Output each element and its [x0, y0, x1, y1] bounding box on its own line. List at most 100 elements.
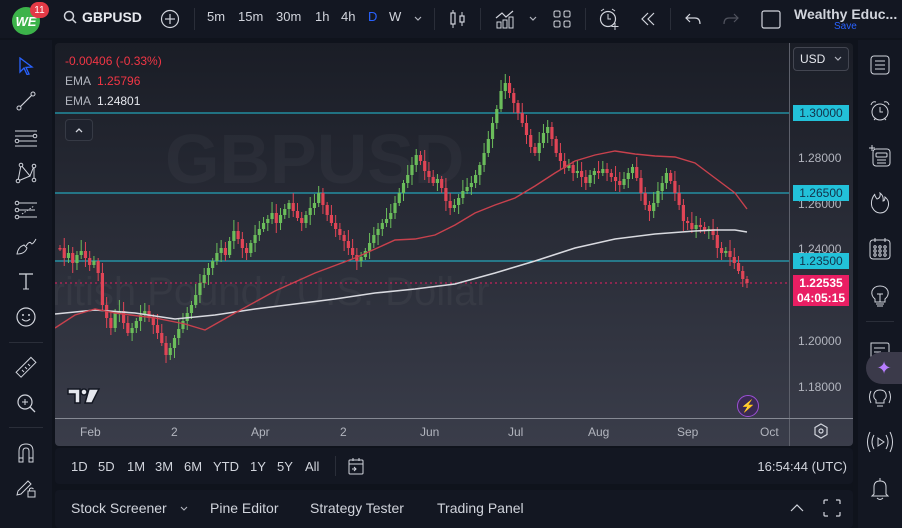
lightning-button[interactable]: ⚡: [737, 395, 759, 417]
trend-line-tool[interactable]: [13, 88, 39, 114]
cursor-tool[interactable]: [13, 53, 39, 79]
ai-assistant-button[interactable]: ✦: [866, 352, 902, 384]
clock-timezone[interactable]: 16:54:44 (UTC): [757, 459, 847, 474]
time-tick: Feb: [80, 425, 101, 439]
range-1m[interactable]: 1M: [127, 459, 146, 474]
replay-icon[interactable]: [639, 11, 657, 27]
range-all[interactable]: All: [305, 459, 320, 474]
watchlist-button[interactable]: [867, 52, 893, 78]
add-to-watchlist-button[interactable]: [867, 143, 893, 169]
price-axis-border: [789, 43, 790, 446]
ideas-button[interactable]: [867, 283, 893, 309]
level-label[interactable]: 1.26500: [793, 185, 849, 201]
range-1d[interactable]: 1D: [71, 459, 88, 474]
chevron-up-icon[interactable]: [789, 502, 805, 514]
range-6m[interactable]: 6M: [184, 459, 203, 474]
range-5d[interactable]: 5D: [98, 459, 115, 474]
tab-strategy-tester[interactable]: Strategy Tester: [310, 500, 404, 516]
range-1y[interactable]: 1Y: [250, 459, 266, 474]
tab-stock-screener[interactable]: Stock Screener: [71, 500, 167, 516]
horizontal-lines-icon: [14, 130, 38, 147]
add-symbol-icon[interactable]: [160, 9, 180, 29]
current-price-label: 1.22535 04:05:15: [793, 275, 849, 306]
chevron-down-icon[interactable]: [180, 506, 188, 512]
emoji-tool[interactable]: [13, 304, 39, 330]
legend-collapse-button[interactable]: [65, 119, 93, 141]
alerts-button[interactable]: [867, 98, 893, 124]
save-button[interactable]: Save: [834, 21, 857, 32]
flame-icon: [870, 191, 890, 214]
live-stream-button[interactable]: [867, 429, 893, 455]
cursor-icon: [19, 57, 34, 75]
search-icon: [63, 10, 77, 24]
chart-legend: -0.00406 (-0.33%) EMA 1.25796 EMA 1.24801: [65, 51, 162, 111]
undo-icon[interactable]: [684, 11, 702, 27]
bell-icon: [870, 478, 890, 500]
notification-badge: 11: [30, 2, 49, 18]
zoom-tool[interactable]: [13, 390, 39, 416]
streams-button[interactable]: [867, 385, 893, 411]
layouts-icon[interactable]: [553, 10, 571, 28]
ema-slow-line: [55, 229, 748, 320]
level-label[interactable]: 1.30000: [793, 105, 849, 121]
interval-w[interactable]: W: [389, 9, 402, 24]
ruler-tool[interactable]: [13, 355, 39, 381]
candles: [58, 74, 749, 363]
fib-icon: [14, 200, 37, 220]
chart-settings-icon[interactable]: [813, 423, 829, 439]
brush-tool[interactable]: [13, 233, 39, 259]
lock-drawings-tool[interactable]: [13, 475, 39, 501]
time-tick: Sep: [677, 425, 699, 439]
zoom-in-icon: [17, 394, 36, 413]
chevron-down-icon: [834, 56, 842, 61]
notifications-button[interactable]: [867, 476, 893, 502]
magnet-tool[interactable]: [13, 440, 39, 466]
price-chart[interactable]: GBPUSD British Pound / U.S. Dollar: [55, 43, 789, 418]
tradingview-logo[interactable]: [67, 387, 101, 405]
calendar-button[interactable]: [867, 236, 893, 262]
hotlists-button[interactable]: [867, 190, 893, 216]
magnet-icon: [18, 443, 34, 463]
alert-add-icon[interactable]: [598, 7, 620, 31]
interval-5m[interactable]: 5m: [207, 9, 226, 24]
pattern-icon: [15, 162, 37, 184]
interval-4h[interactable]: 4h: [341, 9, 356, 24]
text-tool[interactable]: [13, 268, 39, 294]
right-sidebar: [858, 40, 902, 528]
currency-select[interactable]: USD: [793, 47, 849, 71]
chevron-down-icon[interactable]: [413, 15, 423, 23]
add-list-icon: [869, 145, 891, 167]
goto-date-icon[interactable]: [346, 456, 366, 476]
range-ytd[interactable]: YTD: [213, 459, 239, 474]
tab-pine-editor[interactable]: Pine Editor: [210, 500, 279, 516]
interval-30m[interactable]: 30m: [276, 9, 302, 24]
range-5y[interactable]: 5Y: [277, 459, 293, 474]
interval-15m[interactable]: 15m: [238, 9, 264, 24]
ema-slow-legend[interactable]: EMA 1.24801: [65, 94, 141, 108]
redo-icon[interactable]: [722, 11, 740, 27]
range-3m[interactable]: 3M: [155, 459, 174, 474]
fullscreen-icon[interactable]: [761, 10, 781, 29]
account-name[interactable]: Wealthy Educ...: [794, 6, 898, 22]
indicators-icon[interactable]: [494, 8, 516, 30]
candles-icon[interactable]: [449, 9, 467, 29]
divider: [866, 321, 894, 322]
maximize-panel-icon[interactable]: [823, 499, 841, 517]
level-label[interactable]: 1.23500: [793, 253, 849, 269]
chevron-down-icon[interactable]: [528, 15, 538, 23]
alarm-clock-icon: [870, 101, 890, 121]
interval-d[interactable]: D: [368, 9, 378, 24]
ema-fast-legend[interactable]: EMA 1.25796: [65, 74, 141, 88]
text-icon: [19, 273, 33, 290]
chevron-up-icon: [75, 128, 83, 133]
pattern-tool[interactable]: [13, 160, 39, 186]
sparkle-icon: ✦: [876, 357, 892, 378]
fib-tool[interactable]: [13, 197, 39, 223]
chart-pane[interactable]: GBPUSD British Pound / U.S. Dollar -0.00…: [55, 43, 853, 446]
symbol-search[interactable]: GBPUSD: [63, 9, 142, 25]
play-broadcast-icon: [867, 431, 893, 453]
watchlist-icon: [870, 55, 890, 75]
interval-1h[interactable]: 1h: [315, 9, 330, 24]
tab-trading-panel[interactable]: Trading Panel: [437, 500, 524, 516]
horizontal-lines-tool[interactable]: [13, 125, 39, 151]
